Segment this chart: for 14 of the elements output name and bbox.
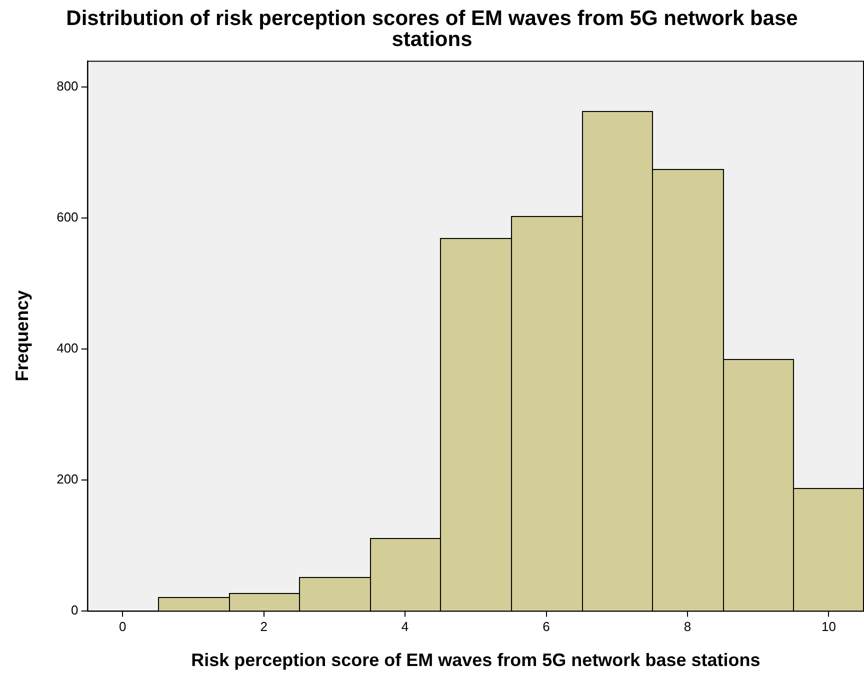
- y-tick-label: 800: [56, 78, 78, 94]
- x-tick-label: 2: [260, 619, 268, 634]
- y-tick-label: 0: [71, 602, 78, 618]
- y-axis-title: Frequency: [12, 290, 32, 382]
- y-tick-label: 200: [56, 471, 78, 486]
- x-axis-title: Risk perception score of EM waves from 5G network base stations: [191, 650, 760, 670]
- y-tick-label: 400: [56, 340, 78, 356]
- x-tick-label: 0: [118, 619, 126, 634]
- x-tick-label: 6: [542, 619, 550, 634]
- x-tick-label: 8: [684, 619, 692, 634]
- chart-title: Distribution of risk perception scores of EM waves from 5G network base stations: [65, 7, 799, 51]
- y-tick-label: 600: [56, 210, 78, 225]
- x-tick-label: 10: [821, 619, 836, 634]
- x-tick-label: 4: [401, 619, 409, 634]
